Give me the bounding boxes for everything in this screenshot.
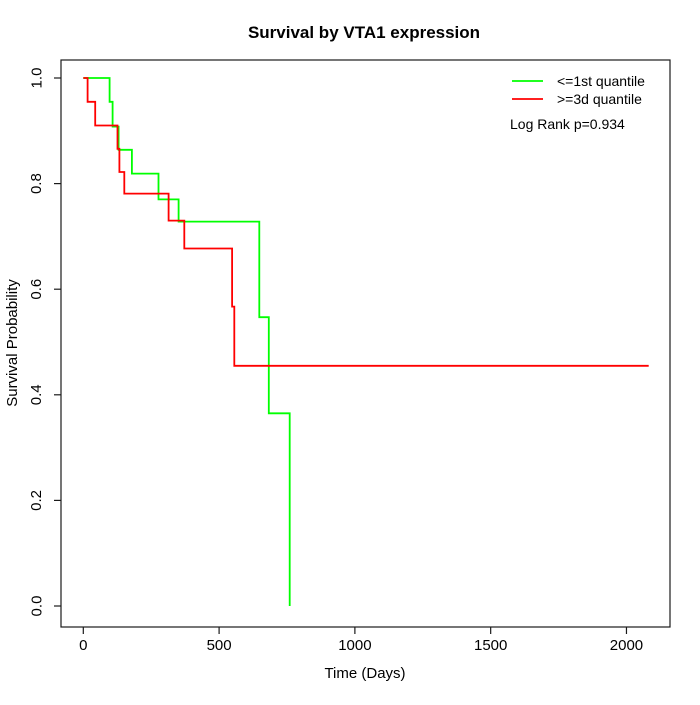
plot-area: 0 500 1000 1500 2000 0.0 0.2 0.4 0.6 0.8 1.0 [28,68,649,654]
y-tick-label: 0.0 [28,596,45,617]
x-tick-label: 1500 [474,637,507,654]
x-tick-label: 2000 [610,637,643,654]
survival-curve-le-1st-quantile [83,77,291,606]
y-tick-label: 1.0 [28,68,45,89]
chart-title: Survival by VTA1 expression [248,23,480,42]
x-tick-label: 1000 [338,637,371,654]
legend-label-first-quantile: <=1st quantile [557,73,645,89]
y-axis-label: Survival Probability [4,279,21,407]
legend-label-third-quantile: >=3d quantile [557,91,642,107]
y-tick-label: 0.4 [28,384,45,405]
log-rank-p-value: Log Rank p=0.934 [510,116,625,132]
y-tick-label: 0.2 [28,490,45,511]
legend: <=1st quantile >=3d quantile Log Rank p=… [510,73,645,132]
plot-border-box [60,59,671,628]
y-tick-label: 0.8 [28,173,45,194]
y-tick-label: 0.6 [28,279,45,300]
x-tick-label: 500 [207,637,232,654]
survival-curve-ge-3d-quantile [83,77,649,367]
x-axis-label: Time (Days) [324,665,405,682]
x-tick-label: 0 [79,637,87,654]
